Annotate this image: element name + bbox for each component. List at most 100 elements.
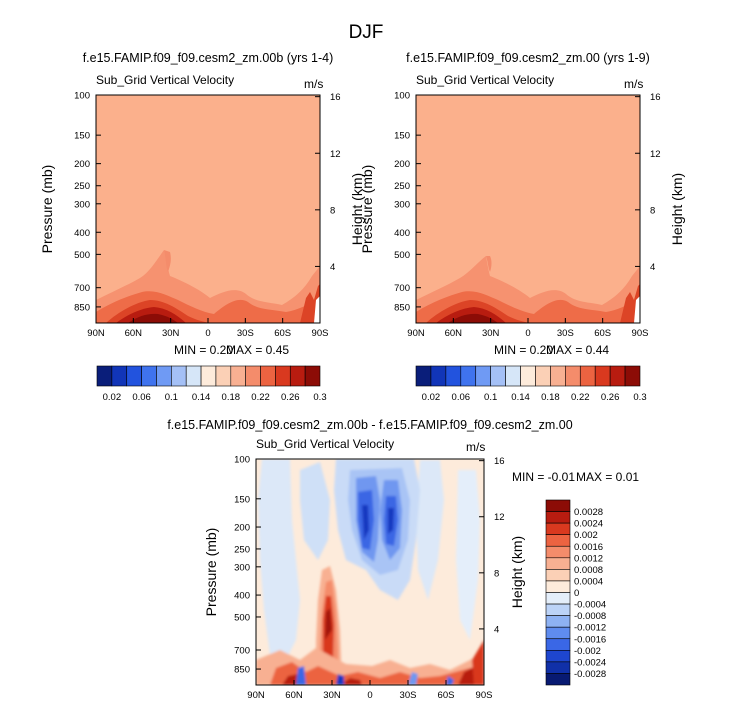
colorbar-label: 0.0008 (574, 565, 603, 576)
colorbar-box (594, 365, 611, 387)
colorbar-label: 0.02 (422, 392, 441, 403)
x-tick-label: 90N (87, 328, 105, 339)
colorbar-box (545, 534, 571, 547)
colorbar-label: 0.14 (511, 392, 530, 403)
colorbar-box (230, 365, 246, 387)
x-tick-label: 60N (285, 690, 303, 701)
panel-3-units: m/s (466, 440, 485, 454)
colorbar-box (545, 615, 571, 628)
colorbar-box (545, 522, 571, 535)
colorbar-label: 0.0024 (574, 519, 603, 530)
colorbar-box (545, 661, 571, 674)
y-right-tick-label: 4 (650, 262, 655, 273)
x-tick-label: 0 (525, 328, 530, 339)
colorbar-label: 0.1 (484, 392, 497, 403)
colorbar-box (245, 365, 261, 387)
y-tick-label: 200 (394, 159, 410, 170)
panel-2-ylabel-right: Height (km) (669, 173, 685, 245)
x-tick-label: 30S (237, 328, 254, 339)
colorbar-box (609, 365, 626, 387)
y-tick-label: 100 (394, 91, 410, 102)
colorbar-label: 0.0028 (574, 507, 603, 518)
panel-2-variable: Sub_Grid Vertical Velocity (416, 73, 554, 87)
colorbar-box (275, 365, 291, 387)
colorbar-box (545, 569, 571, 582)
y-tick-label: 700 (74, 283, 90, 294)
colorbar-label: 0.0004 (574, 576, 603, 587)
colorbar-box (171, 365, 187, 387)
y-tick-label: 200 (74, 159, 90, 170)
panel-1-ylabel: Pressure (mb) (39, 165, 55, 254)
colorbar-box (126, 365, 142, 387)
panel-3-max: MAX = 0.01 (576, 470, 639, 484)
x-tick-label: 90N (407, 328, 425, 339)
panel-1-title: f.e15.FAMIP.f09_f09.cesm2_zm.00b (yrs 1-… (83, 51, 334, 65)
y-tick-label: 100 (234, 455, 250, 466)
colorbar-label: 0.26 (601, 392, 620, 403)
colorbar-box (304, 365, 321, 387)
panel-3-ylabel: Pressure (mb) (203, 528, 219, 617)
y-right-tick-label: 8 (650, 205, 655, 216)
panel-1-ylabel-right: Height (km) (349, 173, 365, 245)
colorbar-label: 0.3 (633, 392, 646, 403)
colorbar-box (141, 365, 157, 387)
panel-1-max: MAX = 0.45 (226, 343, 289, 357)
y-right-tick-label: 12 (494, 512, 505, 523)
x-tick-label: 0 (367, 690, 372, 701)
x-tick-label: 90S (476, 690, 493, 701)
colorbar-label: 0.26 (281, 392, 300, 403)
colorbar-label: 0.18 (222, 392, 241, 403)
colorbar-box (96, 365, 113, 387)
colorbar-box (520, 365, 536, 387)
colorbar-box (475, 365, 491, 387)
y-tick-label: 300 (234, 562, 250, 573)
colorbar-box (430, 365, 447, 387)
colorbar-label: -0.0008 (574, 611, 606, 622)
colorbar-box (624, 365, 641, 387)
colorbar-label: 0 (574, 588, 579, 599)
x-tick-label: 30S (557, 328, 574, 339)
colorbar-label: -0.0024 (574, 657, 606, 668)
y-right-tick-label: 4 (494, 624, 499, 635)
panel-2-ylabel: Pressure (mb) (359, 165, 375, 254)
colorbar-panel-1: 0.02 0.06 0.1 0.14 0.18 0.22 0.26 0.3 (96, 365, 327, 403)
colorbar-box (579, 365, 596, 387)
colorbar-label: 0.22 (571, 392, 590, 403)
panel-1-units: m/s (304, 77, 323, 91)
y-tick-label: 150 (234, 494, 250, 505)
x-tick-label: 60S (594, 328, 611, 339)
colorbar-box (215, 365, 232, 387)
panel-1: f.e15.FAMIP.f09_f09.cesm2_zm.00b (yrs 1-… (39, 51, 365, 357)
y-right-tick-label: 12 (330, 149, 341, 160)
colorbar-box (505, 365, 521, 387)
colorbar-box (545, 673, 571, 686)
x-tick-label: 90N (247, 690, 265, 701)
y-right-tick-label: 12 (650, 149, 661, 160)
y-tick-label: 150 (74, 131, 90, 142)
y-tick-label: 300 (394, 199, 410, 210)
y-tick-label: 700 (394, 283, 410, 294)
y-tick-label: 850 (234, 665, 250, 676)
colorbar-box (545, 511, 571, 524)
colorbar-box (156, 365, 172, 387)
colorbar-box (545, 650, 571, 663)
colorbar-box (550, 365, 566, 387)
y-tick-label: 100 (74, 91, 90, 102)
panel-3-variable: Sub_Grid Vertical Velocity (256, 437, 394, 451)
colorbar-label: 0.0012 (574, 553, 603, 564)
y-right-tick-label: 8 (494, 568, 499, 579)
colorbar-box (185, 365, 202, 387)
y-tick-label: 850 (74, 302, 90, 313)
colorbar-box (260, 365, 276, 387)
colorbar-box (545, 638, 571, 651)
colorbar-label: 0.3 (313, 392, 326, 403)
colorbar-box (415, 365, 432, 387)
colorbar-box (460, 365, 477, 387)
panel-2: f.e15.FAMIP.f09_f09.cesm2_zm.00 (yrs 1-9… (359, 51, 685, 357)
colorbar-panel-3: 0.00280.00240.0020.00160.00120.00080.000… (545, 499, 606, 686)
panel-2-title: f.e15.FAMIP.f09_f09.cesm2_zm.00 (yrs 1-9… (406, 51, 650, 65)
colorbar-label: 0.0016 (574, 542, 603, 553)
x-tick-label: 60S (274, 328, 291, 339)
colorbar-label: 0.06 (452, 392, 471, 403)
